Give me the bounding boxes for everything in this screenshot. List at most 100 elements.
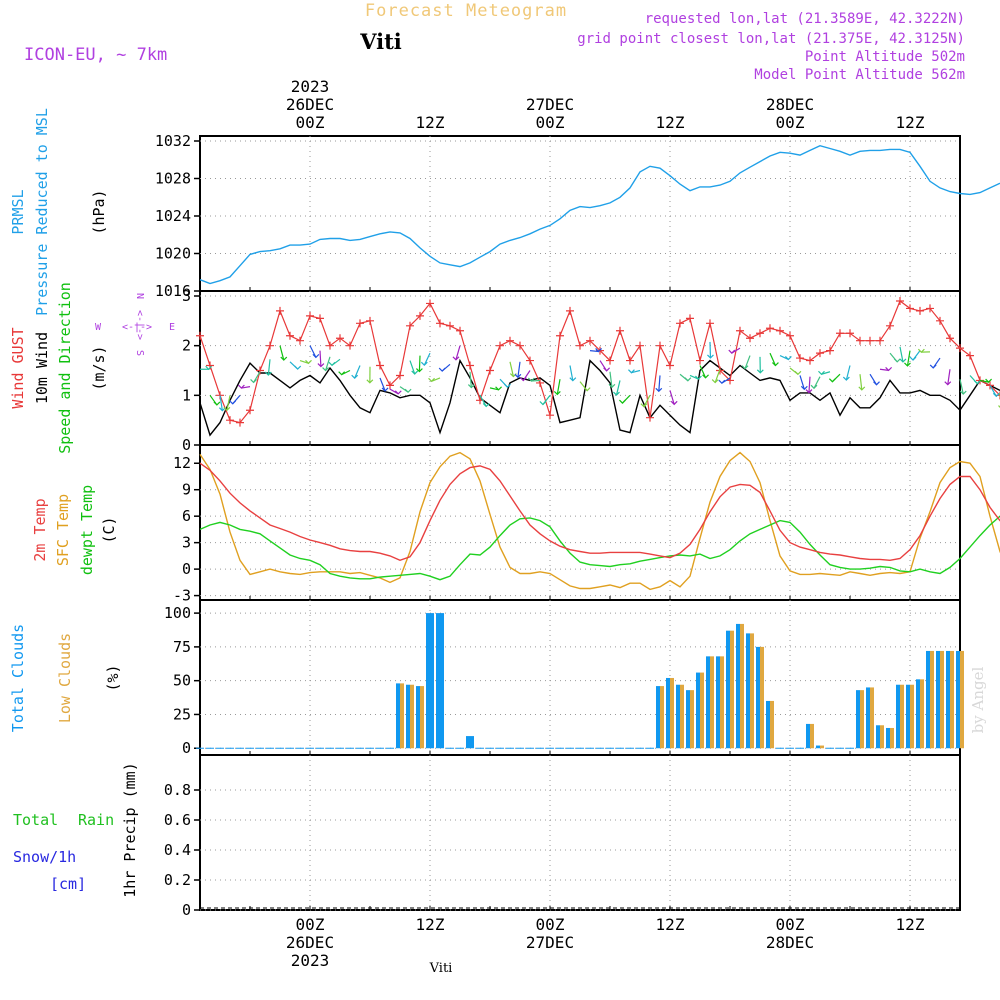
- wind-panel: 0 1 2 3: [182, 287, 1000, 454]
- total-cloud-bar: [686, 690, 690, 749]
- total-cloud-bar: [436, 613, 444, 749]
- wind-dir-arrowhead: [904, 362, 911, 367]
- bottom-time-label: 12Z: [896, 915, 925, 934]
- wind-gust-marker: [546, 411, 554, 420]
- wind-dir-arrowhead: [317, 363, 325, 368]
- wind-dir-arrowhead: [885, 366, 893, 372]
- y-tick-label: 1016: [155, 282, 191, 300]
- total-cloud-bar: [426, 613, 434, 749]
- low-cloud-bar: [900, 684, 904, 749]
- wind-dir-arrowhead: [312, 353, 320, 359]
- wind-gust-marker: [366, 316, 374, 325]
- wind-gust-marker: [246, 406, 254, 415]
- wind-dir-arrow: [354, 365, 361, 379]
- y-tick-label: 1028: [155, 170, 191, 188]
- low-cloud-bar: [770, 700, 774, 749]
- wind-gust-marker: [256, 366, 264, 375]
- grid-point-location: grid point closest lon,lat (21.375E, 42.…: [577, 31, 965, 47]
- temp-unit-label: (C): [100, 516, 118, 543]
- bottom-time-label: 28DEC: [766, 933, 814, 952]
- wind-dir-arrow: [959, 379, 964, 395]
- wind-gust-marker: [736, 326, 744, 335]
- low-cloud-bar: [820, 745, 824, 749]
- cloud-panel: 0 25 50 75 100: [164, 599, 964, 757]
- y-tick-label: 1032: [155, 132, 191, 150]
- wind-gust-marker: [756, 329, 764, 338]
- low-cloud-bar: [700, 672, 704, 749]
- wind-dir-arrow: [418, 355, 421, 372]
- wind-dir-arrowhead: [438, 367, 446, 372]
- wind-dir-arrowhead: [893, 358, 901, 363]
- wind-speed-line: [199, 358, 1000, 437]
- wind-dir-arrow: [669, 390, 675, 405]
- total-cloud-bar: [406, 684, 410, 749]
- wind-gust-marker: [956, 344, 964, 353]
- total-cloud-bar: [946, 650, 950, 749]
- y-tick-label: 2: [182, 337, 191, 355]
- wind-dir-arrowhead: [467, 384, 475, 389]
- y-tick-label: 0.8: [164, 781, 191, 799]
- wind-dir-arrowhead: [608, 383, 616, 389]
- snow-label: Snow/1h: [13, 848, 76, 866]
- y-tick-label: 12: [173, 454, 191, 472]
- wind-dir-arrow: [699, 365, 707, 379]
- wind-dir-arrowhead: [514, 373, 522, 379]
- wind-dir-arrowhead: [583, 387, 591, 392]
- temperature-panel: -3 0 3 6 9 12: [173, 444, 1000, 605]
- wind-dir-arrowhead: [213, 401, 221, 406]
- wind-dir-arrowhead: [810, 384, 818, 390]
- wind-gust-marker: [656, 341, 664, 350]
- wind-dir-arrow: [769, 352, 776, 366]
- y-tick-label: 0: [182, 436, 191, 454]
- wind-dir-arrowhead: [959, 390, 967, 395]
- y-tick-label: 100: [164, 604, 191, 622]
- wind-dir-arrowhead: [305, 359, 312, 365]
- wind-dir-arrowhead: [842, 376, 850, 381]
- wind-gust-marker: [846, 329, 854, 338]
- low-cloud-bar: [870, 687, 874, 749]
- wind-dir-arrowhead: [858, 386, 866, 391]
- wind-gust-marker: [556, 331, 564, 340]
- wind-dir-arrowhead: [655, 387, 663, 393]
- wind-dir-arrowhead: [218, 407, 226, 412]
- wind-dir-arrowhead: [917, 348, 925, 354]
- y-tick-label: 25: [173, 705, 191, 723]
- wind-dir-arrow: [423, 352, 431, 366]
- wind-dir-arrowhead: [366, 379, 374, 384]
- wind-dir-arrowhead: [684, 377, 692, 382]
- wind-dir-arrowhead: [595, 348, 603, 353]
- wind-dir-arrowhead: [205, 365, 213, 371]
- wind-gust-marker: [696, 356, 704, 365]
- wind-dir-arrowhead: [527, 377, 535, 382]
- sfc-temp-label: SFC Temp: [54, 494, 72, 566]
- wind-dir-arrow: [267, 359, 271, 376]
- panel-frame: [199, 754, 961, 911]
- y-tick-label: 3: [182, 534, 191, 552]
- wind-dir-arrowhead: [338, 371, 346, 376]
- rain-label: Rain: [78, 811, 114, 829]
- wind-speed-dir-label: Speed and Direction: [56, 282, 74, 454]
- bottom-time-label: 2023: [291, 951, 330, 970]
- wind-gust-marker: [676, 319, 684, 328]
- wind-gust-marker: [826, 346, 834, 355]
- top-time-label: 2023: [291, 77, 330, 96]
- y-tick-label: 3: [182, 287, 191, 305]
- wind-gust-marker: [626, 356, 634, 365]
- prmsl-label: PRMSL: [9, 189, 27, 234]
- wind-dir-arrowhead: [328, 361, 336, 367]
- wind-gust-marker: [946, 334, 954, 343]
- top-time-label: 26DEC: [286, 95, 334, 114]
- panel-frame: [199, 599, 961, 756]
- total-cloud-bar: [866, 687, 870, 749]
- wind-dir-arrow: [589, 350, 599, 353]
- low-cloud-bar: [950, 650, 954, 749]
- low-cloud-bar: [760, 646, 764, 749]
- top-time-label: 12Z: [896, 113, 925, 132]
- low-cloud-bar: [960, 650, 964, 749]
- wind-gust-marker: [686, 314, 694, 323]
- panel-frame: [199, 444, 961, 601]
- wind-labels: Wind GUST 10m Wind Speed and Direction (…: [9, 282, 175, 454]
- wind-dir-arrow: [808, 376, 811, 393]
- wind-gust-marker: [316, 314, 324, 323]
